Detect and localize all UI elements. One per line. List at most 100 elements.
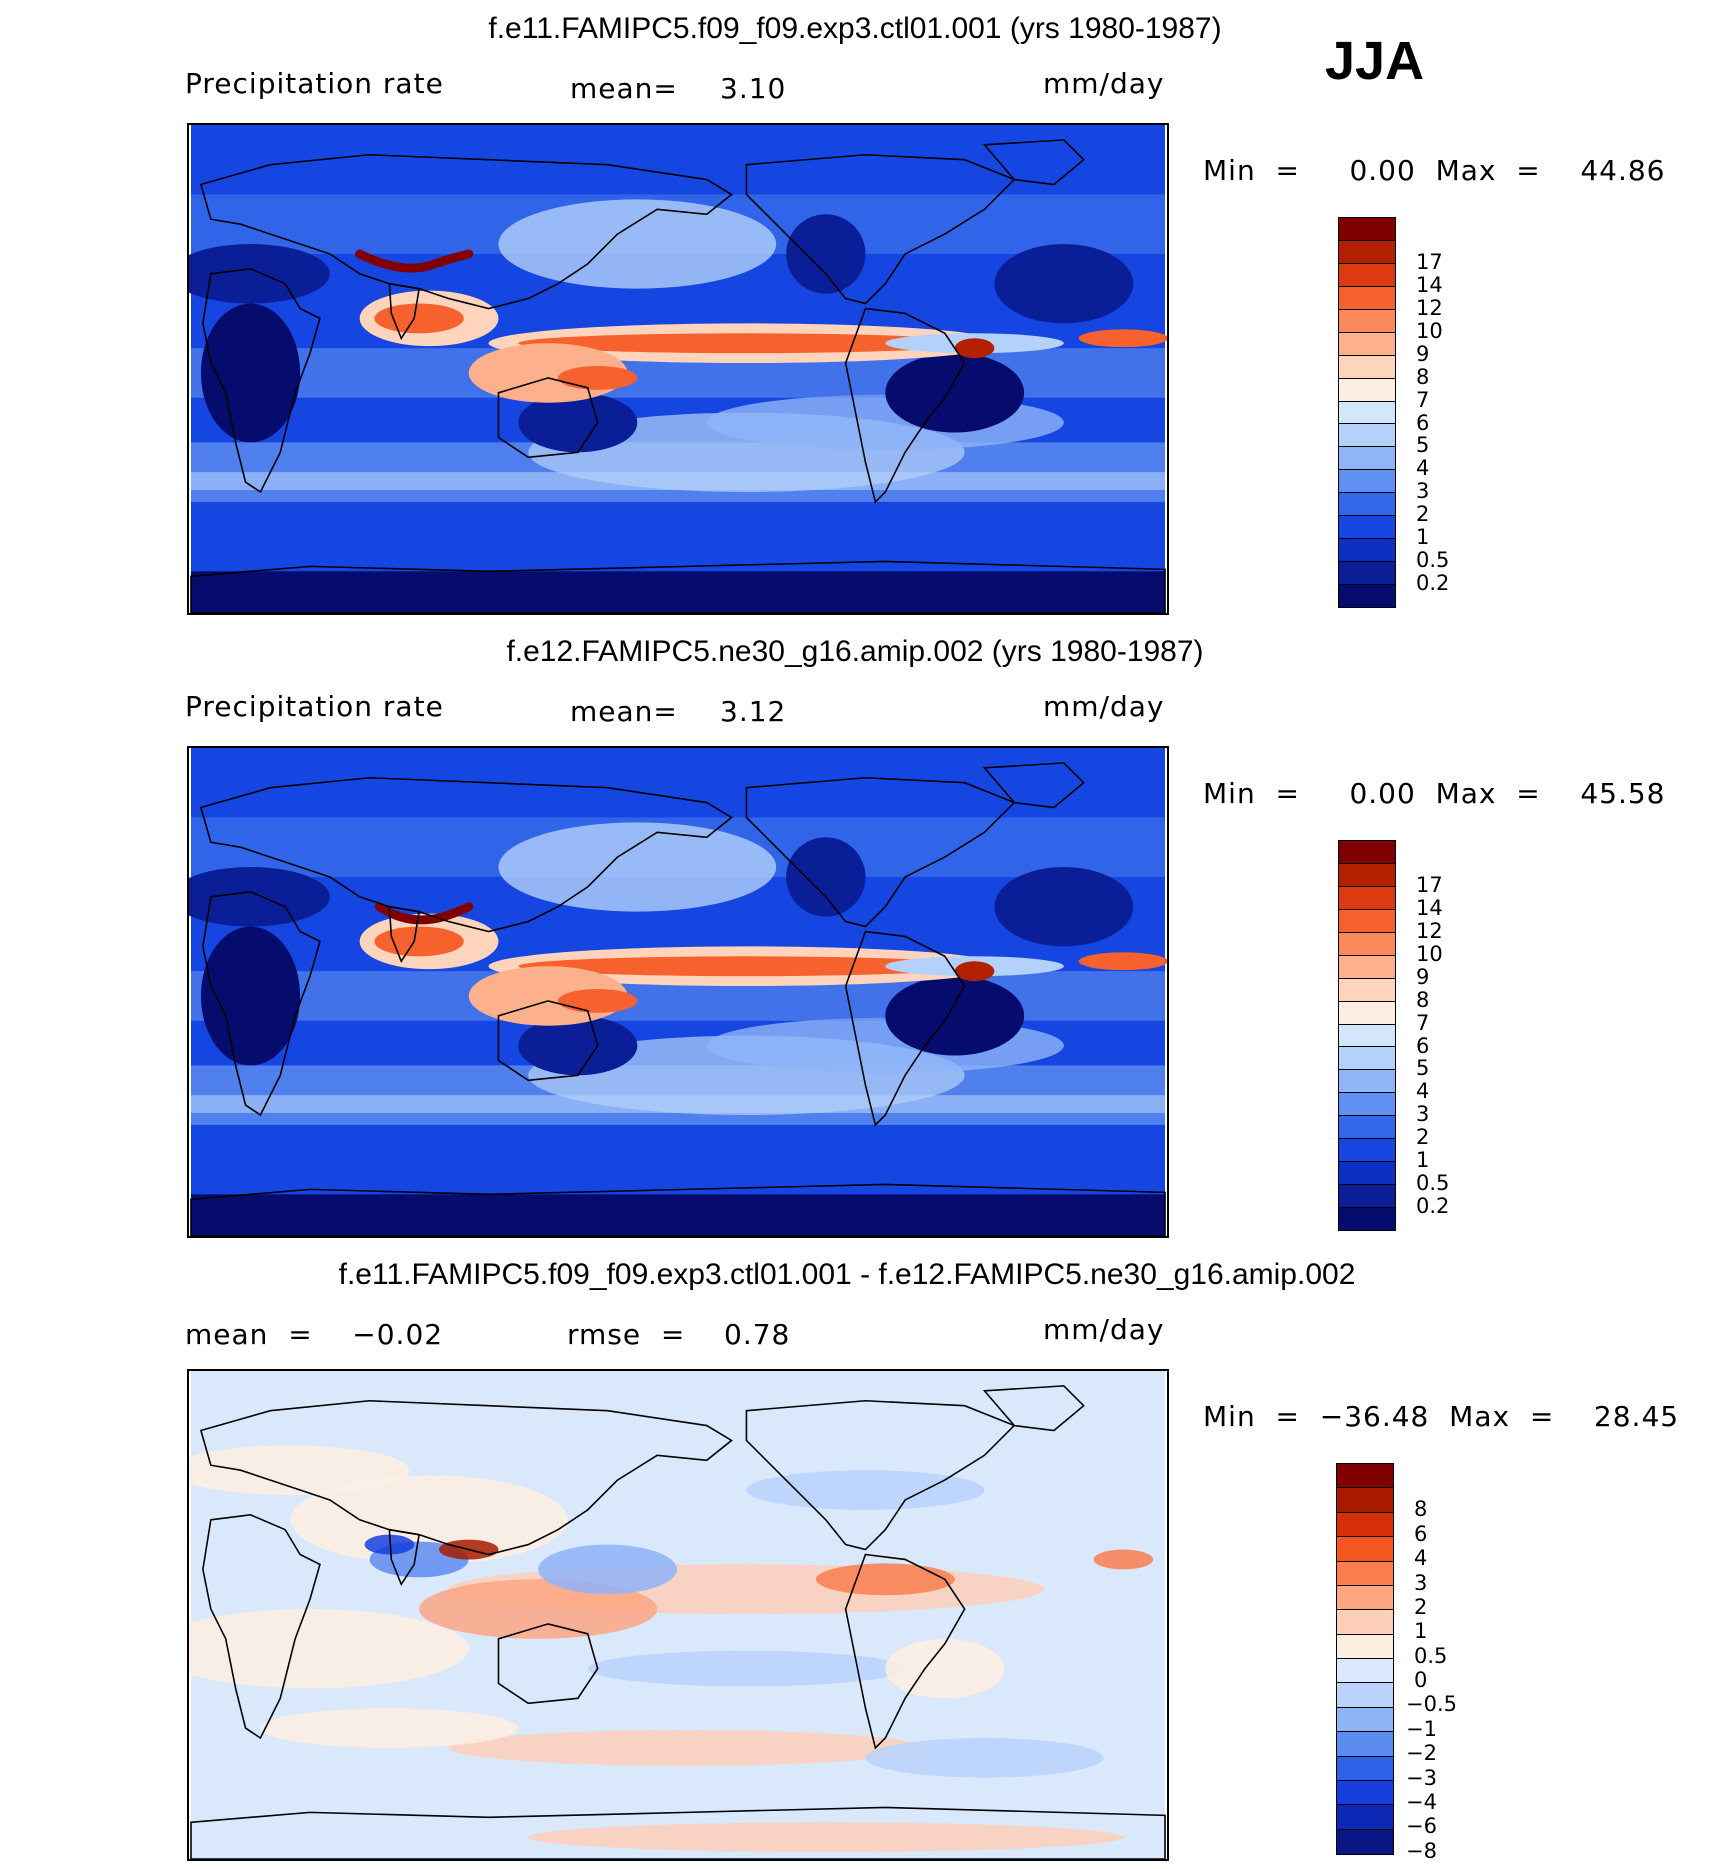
colorbar-tick-label: 3 [1416, 479, 1430, 504]
colorbar-swatch [1338, 1207, 1396, 1232]
colorbar-tick-label: 4 [1416, 1079, 1430, 1104]
colorbar-tick-label: 1 [1416, 525, 1430, 550]
colorbar-swatch [1338, 262, 1396, 288]
panel-2-min-max: Min = 0.00 Max = 45.58 [1203, 777, 1666, 810]
colorbar-swatch [1338, 469, 1396, 494]
colorbar-swatch [1338, 308, 1396, 334]
colorbar-swatch [1336, 1731, 1394, 1757]
colorbar-swatch [1336, 1584, 1394, 1611]
colorbar-tick-label: 0.2 [1416, 1194, 1450, 1219]
panel-1-map [187, 123, 1169, 615]
colorbar-swatch [1338, 239, 1396, 265]
colorbar-swatch [1338, 1046, 1396, 1071]
colorbar-tick-label: 2 [1416, 502, 1430, 527]
colorbar-tick-label: 3 [1414, 1570, 1428, 1595]
colorbar-swatch [1338, 1069, 1396, 1094]
colorbar-swatch [1338, 954, 1396, 980]
panel-2-units: mm/day [1043, 690, 1165, 723]
panel-1-variable-label: Precipitation rate [185, 67, 444, 100]
colorbar-swatch [1338, 1115, 1396, 1140]
colorbar-swatch [1338, 1023, 1396, 1048]
colorbar-swatch [1336, 1779, 1394, 1806]
colorbar-swatch [1338, 931, 1396, 957]
colorbar-tick-label: −3 [1406, 1765, 1437, 1790]
colorbar-swatch [1336, 1658, 1394, 1684]
panel-2-variable-label: Precipitation rate [185, 690, 444, 723]
colorbar-swatch [1338, 885, 1396, 911]
colorbar-tick-label: 6 [1416, 1033, 1430, 1058]
colorbar-tick-label: 8 [1414, 1497, 1428, 1522]
colorbar-tick-label: 10 [1416, 318, 1443, 343]
colorbar-tick-label: 6 [1416, 410, 1430, 435]
panel-1-mean-label: mean= [570, 72, 678, 105]
colorbar-tick-label: −8 [1406, 1838, 1437, 1863]
colorbar-swatch [1336, 1633, 1394, 1660]
colorbar-tick-label: −1 [1406, 1716, 1437, 1741]
panel-3-rmse-label: rmse = [567, 1318, 686, 1351]
colorbar-tick-label: 2 [1414, 1594, 1428, 1619]
colorbar-tick-label: 5 [1416, 1056, 1430, 1081]
panel-2-colorbar: 17 14 12 10 9 8 7 6 5 4 3 2 1 0.5 0.2 [1338, 840, 1458, 1232]
colorbar-swatch [1338, 561, 1396, 586]
colorbar-tick-label: 1 [1414, 1619, 1428, 1644]
colorbar-swatch [1338, 1161, 1396, 1186]
colorbar-tick-label: 1 [1416, 1148, 1430, 1173]
panel-3-min-max: Min = −36.48 Max = 28.45 [1203, 1400, 1680, 1433]
colorbar-tick-label: 0.5 [1416, 1171, 1450, 1196]
panel-2-map [187, 746, 1169, 1238]
colorbar-tick-label: 17 [1416, 249, 1443, 274]
colorbar-swatch [1338, 840, 1396, 865]
colorbar-swatch [1336, 1804, 1394, 1831]
colorbar-tick-label: 5 [1416, 433, 1430, 458]
colorbar-tick-label: −2 [1406, 1741, 1437, 1766]
colorbar-swatch [1338, 515, 1396, 540]
colorbar-swatch [1338, 1184, 1396, 1209]
panel-1-colorbar: 17 14 12 10 9 8 7 6 5 4 3 2 1 0.5 0.2 [1338, 217, 1458, 609]
panel-1-min-max: Min = 0.00 Max = 44.86 [1203, 154, 1666, 187]
colorbar-tick-label: 10 [1416, 941, 1443, 966]
colorbar-swatch [1336, 1828, 1394, 1855]
colorbar-swatch [1338, 285, 1396, 311]
panel-3-colorbar: 8 6 4 3 2 1 0.5 0 −0.5 −1 −2 −3 −4 −6 −8 [1336, 1463, 1457, 1863]
colorbar-swatch [1336, 1682, 1394, 1709]
colorbar-tick-label: 12 [1416, 918, 1443, 943]
panel-2-title: f.e12.FAMIPC5.ne30_g16.amip.002 (yrs 198… [506, 635, 1204, 668]
colorbar-tick-label: 4 [1414, 1546, 1428, 1571]
colorbar-tick-label: 7 [1416, 1010, 1430, 1035]
colorbar-tick-label: −6 [1406, 1814, 1437, 1839]
colorbar-swatch [1338, 423, 1396, 448]
colorbar-tick-label: 0.5 [1416, 548, 1450, 573]
colorbar-swatch [1338, 377, 1396, 403]
colorbar-tick-label: −4 [1406, 1789, 1437, 1814]
colorbar-tick-label: 0 [1414, 1668, 1428, 1692]
colorbar-tick-label: 0.2 [1416, 571, 1450, 596]
panel-1-units: mm/day [1043, 67, 1165, 100]
colorbar-swatch [1338, 862, 1396, 888]
panel-3-title: f.e11.FAMIPC5.f09_f09.exp3.ctl01.001 - f… [338, 1258, 1356, 1291]
colorbar-swatch [1338, 908, 1396, 934]
panel-3-units: mm/day [1043, 1313, 1165, 1346]
colorbar-swatch [1338, 584, 1396, 609]
colorbar-tick-label: −0.5 [1406, 1692, 1457, 1717]
colorbar-swatch [1338, 217, 1396, 242]
colorbar-swatch [1338, 1138, 1396, 1163]
colorbar-tick-label: 14 [1416, 272, 1443, 297]
colorbar-tick-label: 0.5 [1414, 1643, 1448, 1668]
panel-2-mean-value: 3.12 [720, 695, 787, 728]
colorbar-tick-label: 12 [1416, 295, 1443, 320]
colorbar-swatch [1336, 1487, 1394, 1514]
colorbar-tick-label: 8 [1416, 364, 1430, 389]
colorbar-swatch [1336, 1511, 1394, 1538]
colorbar-swatch [1338, 1092, 1396, 1117]
panel-3-rmse-value: 0.78 [724, 1318, 791, 1351]
season-label: JJA [1325, 31, 1425, 91]
colorbar-tick-label: 7 [1416, 387, 1430, 412]
colorbar-swatch [1336, 1755, 1394, 1782]
colorbar-tick-label: 6 [1414, 1521, 1428, 1546]
colorbar-swatch [1338, 1000, 1396, 1026]
colorbar-tick-label: 3 [1416, 1102, 1430, 1127]
panel-1-mean-value: 3.10 [720, 72, 787, 105]
panel-3-map [187, 1369, 1169, 1861]
panel-1-title: f.e11.FAMIPC5.f09_f09.exp3.ctl01.001 (yr… [488, 12, 1222, 45]
colorbar-swatch [1338, 331, 1396, 357]
